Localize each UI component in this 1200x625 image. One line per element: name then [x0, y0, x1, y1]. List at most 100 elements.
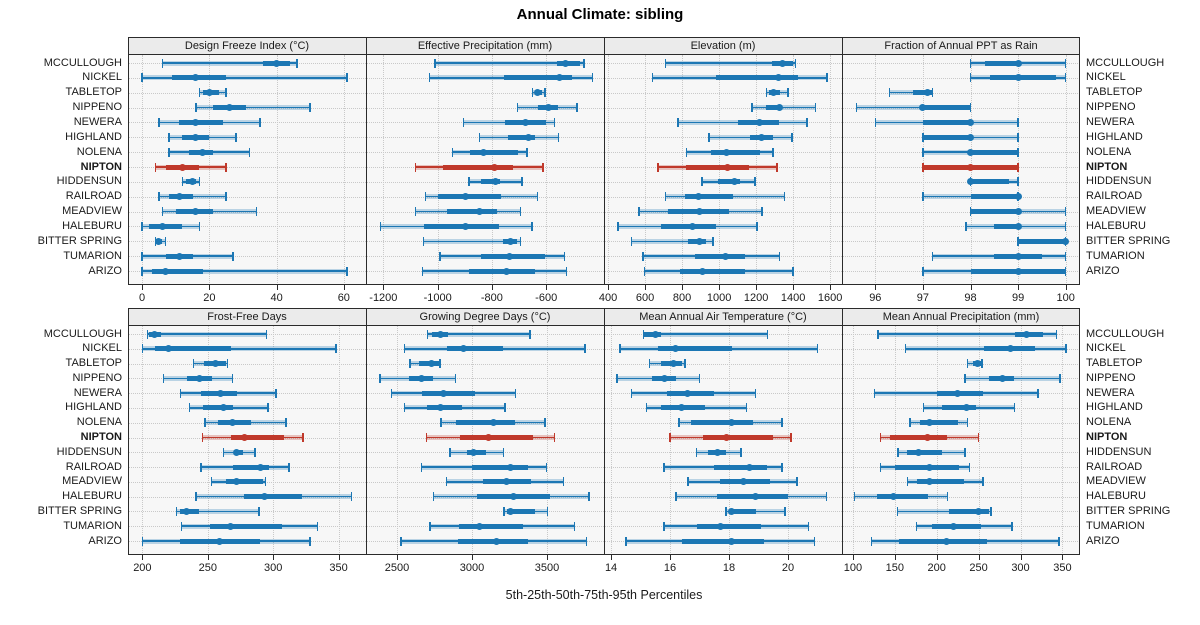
site-label-left: NICKEL	[82, 71, 122, 84]
whisker-cap-5th	[141, 536, 144, 546]
whisker-cap-5th	[503, 506, 505, 516]
whisker-cap-5th	[643, 266, 646, 276]
x-tick	[608, 285, 610, 290]
site-label-right: HIDDENSUN	[1086, 445, 1152, 458]
whisker-box-25-75	[694, 253, 745, 259]
median-dot	[731, 178, 739, 186]
x-tick-label: 300	[263, 562, 283, 574]
median-dot	[967, 178, 975, 186]
site-label-left: NEWERA	[73, 386, 122, 399]
median-dot	[175, 252, 183, 260]
x-tick-label: 20	[781, 562, 795, 574]
median-dot	[199, 148, 207, 156]
whisker-cap-5th	[897, 447, 899, 457]
x-tick	[142, 285, 144, 290]
whisker-cap-5th	[966, 359, 969, 369]
whisker-cap-95th	[258, 506, 260, 516]
grid-line-vertical	[1065, 55, 1067, 285]
x-tick	[852, 555, 854, 560]
site-label-right: NEWERA	[1086, 115, 1135, 128]
whisker-cap-95th	[754, 177, 756, 187]
whisker-cap-95th	[562, 477, 565, 487]
whisker-range-line	[752, 106, 816, 109]
whisker-cap-5th	[853, 492, 856, 502]
whisker-cap-5th	[915, 521, 918, 531]
whisker-cap-5th	[701, 177, 703, 187]
grid-line-vertical	[756, 55, 758, 285]
median-dot	[226, 104, 234, 112]
whisker-cap-95th	[990, 506, 992, 516]
whisker-cap-5th	[451, 147, 454, 157]
whisker-cap-95th	[536, 192, 539, 202]
whisker-box-25-75	[681, 538, 765, 544]
whisker-box-25-75	[459, 523, 524, 529]
median-dot	[562, 59, 570, 67]
x-tick-label: 250	[969, 562, 988, 574]
median-dot	[492, 178, 500, 186]
whisker-cap-95th	[275, 388, 277, 398]
site-label-left: RAILROAD	[65, 460, 122, 473]
grid-line-horizontal	[604, 378, 842, 380]
whisker-cap-95th	[285, 418, 287, 428]
whisker-box-25-75	[949, 508, 989, 514]
whisker-cap-95th	[350, 492, 353, 502]
median-dot	[165, 345, 173, 353]
median-dot	[205, 89, 213, 97]
whisker-box-25-75	[504, 75, 572, 81]
whisker-cap-5th	[651, 73, 654, 83]
whisker-box-25-75	[766, 105, 782, 111]
whisker-cap-5th	[642, 251, 644, 261]
whisker-cap-5th	[630, 236, 633, 246]
whisker-cap-95th	[231, 373, 234, 383]
site-label-right: BITTER SPRING	[1086, 234, 1171, 247]
x-tick-label: 18	[722, 562, 736, 574]
site-label-right: TUMARION	[1086, 249, 1145, 262]
grid-line-horizontal	[604, 511, 842, 513]
grid-line-vertical	[472, 326, 474, 555]
whisker-cap-95th	[573, 521, 576, 531]
whisker-cap-95th	[557, 132, 560, 142]
x-tick-label: 600	[635, 292, 655, 304]
x-tick	[397, 555, 399, 560]
site-label-right: MCCULLOUGH	[1086, 56, 1165, 69]
grid-line-horizontal	[128, 92, 366, 94]
whisker-cap-5th	[440, 418, 442, 428]
whisker-box-25-75	[922, 134, 971, 140]
whisker-box-25-75	[889, 435, 947, 440]
grid-line-vertical	[793, 55, 795, 285]
whisker-cap-95th	[684, 359, 686, 369]
median-dot	[925, 419, 933, 427]
whisker-cap-95th	[545, 462, 548, 472]
grid-line-vertical	[383, 55, 385, 285]
x-tick-label: 1600	[817, 292, 843, 304]
whisker-cap-5th	[409, 359, 411, 369]
whisker-range-line	[142, 270, 348, 272]
x-tick	[1020, 555, 1022, 560]
whisker-cap-95th	[576, 103, 578, 113]
whisker-cap-5th	[198, 88, 200, 98]
whisker-cap-5th	[200, 462, 202, 472]
site-label-left: HIDDENSUN	[56, 445, 122, 458]
grid-line-horizontal	[842, 496, 1080, 498]
whisker-cap-5th	[877, 329, 879, 339]
median-dot	[716, 522, 724, 530]
median-dot	[1014, 252, 1022, 260]
site-label-right: TABLETOP	[1086, 86, 1143, 99]
site-label-left: RAILROAD	[65, 190, 122, 203]
whisker-cap-95th	[781, 418, 783, 428]
x-tick-label: 99	[1011, 292, 1025, 304]
whisker-cap-5th	[420, 462, 423, 472]
whisker-cap-95th	[791, 132, 793, 142]
whisker-range-line	[176, 510, 259, 513]
whisker-cap-5th	[675, 492, 677, 502]
site-label-left: TUMARION	[63, 249, 122, 262]
median-dot	[728, 537, 736, 545]
whisker-cap-5th	[964, 373, 966, 383]
x-tick	[491, 285, 493, 290]
grid-line-horizontal	[604, 363, 842, 365]
whisker-box-25-75	[210, 523, 283, 529]
panel	[842, 326, 1080, 555]
whisker-cap-5th	[888, 88, 891, 98]
whisker-cap-5th	[390, 388, 393, 398]
